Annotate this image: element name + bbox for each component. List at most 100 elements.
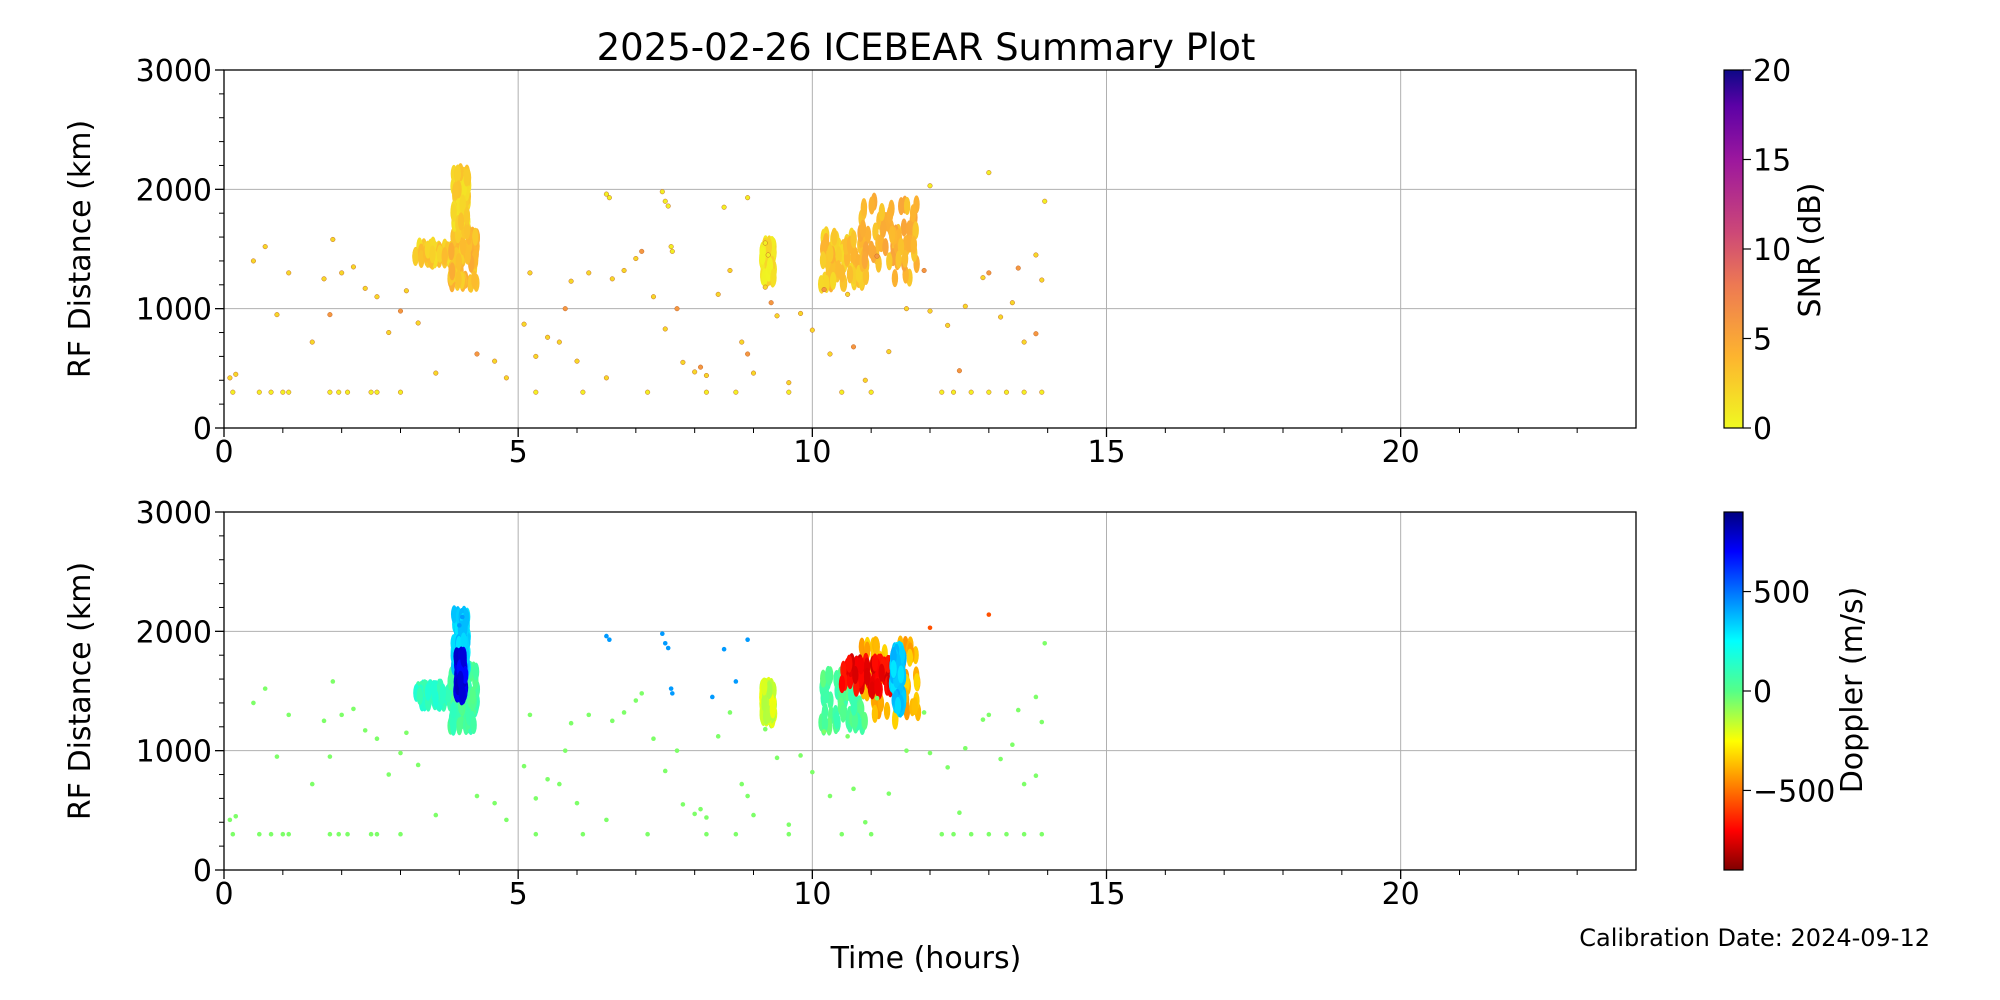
snr-scatter-point [1015, 265, 1021, 271]
snr-scatter-point [233, 371, 239, 377]
snr-y-tick-label: 0 [193, 412, 212, 447]
snr-scatter-point [739, 339, 745, 345]
snr-scatter-point [386, 329, 392, 336]
doppler-scatter-point [568, 720, 574, 726]
snr-scatter-point [474, 351, 480, 357]
doppler-scatter-point [986, 712, 992, 718]
snr-cluster-point [901, 249, 909, 268]
doppler-scatter-point [968, 831, 974, 837]
doppler-y-tick-label: 1000 [136, 735, 212, 770]
snr-scatter-point [1003, 389, 1010, 395]
doppler-scatter-point [662, 640, 668, 646]
snr-scatter-point [750, 370, 757, 376]
doppler-scatter-point [670, 691, 675, 696]
snr-cluster-point [459, 237, 467, 256]
doppler-scatter-point [398, 831, 403, 837]
snr-cluster-point [759, 246, 766, 265]
snr-scatter-point [768, 300, 774, 306]
snr-scatter-point [521, 321, 527, 327]
doppler-cluster-point [874, 678, 881, 697]
snr-y-tick-label: 3000 [136, 54, 212, 89]
doppler-scatter-point [586, 712, 592, 718]
doppler-scatter-point [1004, 831, 1009, 837]
doppler-cluster-point [460, 632, 467, 651]
doppler-scatter-point [457, 623, 462, 628]
doppler-scatter-point [868, 831, 874, 837]
snr-cluster-point [472, 227, 479, 246]
doppler-cluster-point [820, 669, 827, 688]
doppler-scatter-point [227, 817, 233, 823]
snr-y-tick-label: 2000 [136, 173, 212, 208]
doppler-scatter-point [386, 772, 392, 777]
doppler-scatter-point [927, 625, 933, 631]
snr-scatter-point [556, 339, 562, 345]
doppler-cluster-point [460, 648, 467, 667]
snr-scatter-point [786, 389, 792, 395]
snr-scatter-point [256, 389, 262, 395]
snr-scatter-point [230, 389, 236, 395]
snr-cluster-point [459, 194, 467, 213]
doppler-scatter-point [810, 769, 815, 775]
snr-scatter-point [374, 389, 380, 395]
snr-scatter-point [327, 312, 333, 318]
snr-cluster-point [888, 199, 895, 218]
doppler-cluster-point [469, 686, 476, 705]
doppler-cluster-point [858, 700, 865, 719]
doppler-scatter-point [557, 781, 562, 787]
snr-cluster-point [819, 251, 827, 270]
doppler-scatter-point [374, 736, 380, 742]
snr-cluster-point [888, 225, 896, 244]
doppler-scatter-point [562, 748, 568, 753]
doppler-scatter-point [336, 831, 342, 837]
snr-panel: 0 5 10 15 20 0 1000 2000 3000 RF Distance (km) 0… [63, 54, 1828, 470]
snr-scatter-point [1009, 300, 1015, 306]
snr-cluster-point [471, 270, 478, 289]
doppler-scatter-point [668, 686, 674, 691]
snr-scatter-point [886, 349, 892, 355]
doppler-scatter-point [1039, 831, 1045, 837]
snr-scatter-point [1039, 389, 1045, 395]
snr-cluster-point [463, 221, 471, 240]
doppler-scatter-point [786, 822, 792, 827]
doppler-scatter-point [610, 718, 615, 724]
snr-scatter-point [765, 252, 771, 258]
snr-scatter-point [227, 375, 233, 381]
snr-scatter-point [568, 278, 574, 284]
snr-colorbar-tick-label: 15 [1753, 144, 1791, 179]
snr-scatter-point [609, 276, 615, 282]
snr-scatter-point [633, 255, 639, 262]
doppler-scatter-point [345, 831, 350, 837]
snr-scatter-point [527, 270, 533, 276]
doppler-scatter-point [286, 831, 292, 837]
snr-scatter-point [669, 248, 675, 254]
snr-scatter-point [774, 313, 780, 319]
doppler-scatter-point [751, 812, 756, 818]
snr-scatter-point [403, 288, 409, 294]
doppler-cluster-point [833, 711, 841, 730]
doppler-cluster-point [450, 717, 457, 736]
snr-scatter-point [715, 291, 721, 297]
snr-scatter-point [968, 389, 974, 395]
doppler-scatter-point [362, 728, 368, 733]
snr-scatter-point [903, 306, 910, 312]
doppler-scatter-point [733, 831, 739, 837]
doppler-x-tick-label: 15 [1087, 877, 1125, 912]
snr-cluster-point [463, 206, 471, 225]
snr-scatter-point [330, 236, 336, 243]
doppler-cluster-point [470, 716, 477, 735]
doppler-scatter-point [921, 710, 927, 715]
snr-scatter-point [921, 267, 927, 274]
doppler-scatter-point [321, 718, 327, 724]
snr-scatter-point [956, 368, 962, 374]
doppler-cluster-point [821, 714, 829, 733]
doppler-scatter-point [715, 734, 721, 739]
doppler-y-tick-label: 0 [193, 854, 212, 889]
snr-cluster-point [450, 203, 457, 222]
doppler-scatter-point [710, 694, 715, 700]
doppler-scatter-point [963, 745, 968, 751]
snr-cluster-point [860, 198, 868, 217]
snr-scatter-point [397, 389, 404, 395]
doppler-cluster-point [873, 636, 880, 655]
doppler-cluster-point [913, 673, 921, 692]
